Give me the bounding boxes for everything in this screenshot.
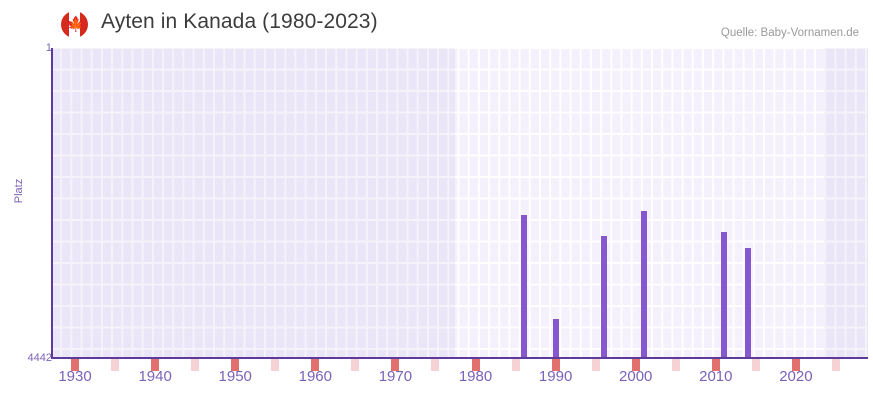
y-axis-tick-bottom: 4442 [27,352,52,364]
x-axis-label-2020: 2020 [779,368,813,385]
page-title: Ayten in Kanada (1980-2023) [101,10,378,33]
x-axis-label-1990: 1990 [538,368,573,385]
bar-1990 [552,319,559,358]
x-axis-line [51,357,868,359]
x-tick-mark-2005 [671,359,680,371]
band-before-range [51,48,456,358]
x-tick-mark-1960 [311,359,320,371]
y-axis-title: Platz [13,178,25,204]
chart-header: 🍁 Ayten in Kanada (1980-2023) Quelle: Ba… [0,0,873,44]
x-tick-mark-1930 [71,359,80,371]
y-axis-tick-top: 1 [45,42,52,54]
x-tick-mark-1990 [551,359,560,371]
x-axis-label-2000: 2000 [619,368,653,385]
x-tick-mark-1965 [351,359,360,371]
bar-1986 [520,214,527,358]
source-attribution: Quelle: Baby-Vornamen.de [720,27,859,39]
bar-2011 [720,231,727,358]
bar-2001 [640,210,647,358]
x-axis-label-1980: 1980 [458,368,493,385]
x-tick-mark-1945 [191,359,200,371]
x-tick-mark-2000 [631,359,640,371]
x-tick-mark-1985 [511,359,520,371]
canada-flag-icon: 🍁 [61,11,88,38]
x-tick-mark-2010 [711,359,720,371]
x-axis-label-1970: 1970 [378,368,413,385]
x-tick-mark-1980 [471,359,480,371]
x-tick-mark-2025 [831,359,840,371]
x-tick-mark-1955 [271,359,280,371]
x-tick-mark-1950 [231,359,240,371]
x-axis-label-1940: 1940 [138,368,172,385]
x-axis-label-2010: 2010 [699,368,733,385]
x-axis-label-1930: 1930 [58,368,92,385]
x-tick-mark-2015 [751,359,760,371]
x-tick-mark-1975 [431,359,440,371]
x-axis-label-1950: 1950 [218,368,252,385]
x-axis-label-1960: 1960 [298,368,332,385]
x-tick-mark-1995 [591,359,600,371]
grid-lines [51,48,868,358]
x-tick-mark-1970 [391,359,400,371]
x-tick-mark-1940 [151,359,160,371]
x-tick-mark-1935 [111,359,120,371]
plot-area [51,48,868,358]
x-tick-mark-2020 [791,359,800,371]
bar-2014 [744,248,751,358]
bar-1996 [600,235,607,358]
band-after-range [823,48,868,358]
y-axis-line [51,48,53,359]
